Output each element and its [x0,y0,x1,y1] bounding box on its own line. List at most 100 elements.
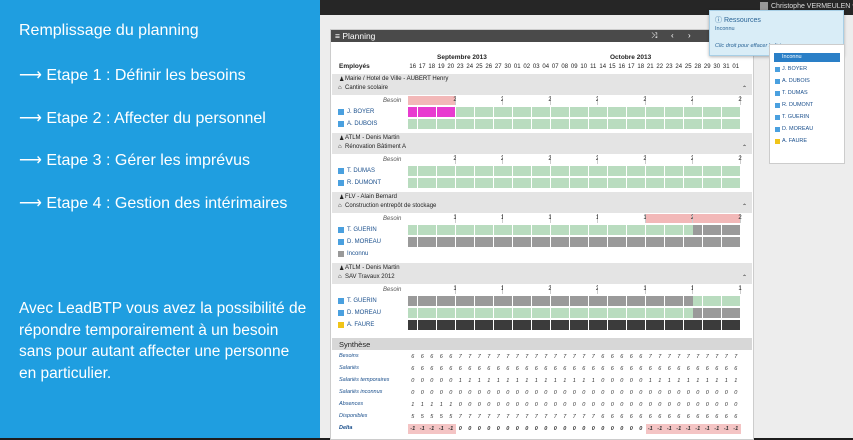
planning-cell[interactable] [446,320,456,330]
planning-cell[interactable] [560,237,570,247]
besoin-cell[interactable] [550,214,598,223]
planning-cell[interactable] [579,320,589,330]
planning-cell[interactable] [531,237,542,247]
planning-cell[interactable] [436,119,447,129]
employee-name[interactable]: T. GUERIN [347,227,377,233]
planning-cell[interactable] [683,296,694,306]
planning-cell[interactable] [617,320,627,330]
planning-cell[interactable] [598,119,608,129]
ressource-item[interactable]: A. DUBOIS [782,78,810,84]
besoin-cell[interactable] [455,155,503,164]
planning-cell[interactable] [731,166,741,176]
planning-cell[interactable] [455,320,466,330]
planning-cell[interactable] [446,308,456,318]
besoin-cell[interactable] [408,285,456,294]
planning-cell[interactable] [607,119,618,129]
planning-cell[interactable] [417,107,428,117]
planning-cell[interactable] [465,237,475,247]
planning-cell[interactable] [607,225,618,235]
besoin-cell[interactable] [693,214,741,223]
planning-cell[interactable] [617,119,627,129]
planning-cell[interactable] [645,107,656,117]
planning-cell[interactable] [702,178,713,188]
planning-cell[interactable] [522,296,532,306]
planning-cell[interactable] [693,308,703,318]
planning-cell[interactable] [522,166,532,176]
planning-cell[interactable] [731,308,741,318]
planning-cell[interactable] [683,107,694,117]
planning-cell[interactable] [626,308,637,318]
planning-cell[interactable] [484,237,494,247]
planning-cell[interactable] [550,119,561,129]
planning-cell[interactable] [664,107,675,117]
planning-cell[interactable] [702,308,713,318]
planning-cell[interactable] [731,107,741,117]
planning-cell[interactable] [664,166,675,176]
planning-cell[interactable] [541,308,551,318]
planning-cell[interactable] [607,296,618,306]
planning-cell[interactable] [474,237,485,247]
besoin-cell[interactable] [408,96,456,105]
planning-cell[interactable] [427,308,437,318]
planning-cell[interactable] [693,237,703,247]
besoin-cell[interactable] [550,155,598,164]
planning-cell[interactable] [408,237,418,247]
planning-cell[interactable] [493,119,504,129]
employee-name[interactable]: R. DUMONT [347,180,381,186]
planning-cell[interactable] [645,308,656,318]
planning-cell[interactable] [541,119,551,129]
planning-cell[interactable] [674,249,684,259]
planning-cell[interactable] [712,225,722,235]
planning-cell[interactable] [541,225,551,235]
planning-cell[interactable] [427,166,437,176]
planning-cell[interactable] [579,107,589,117]
planning-cell[interactable] [531,166,542,176]
planning-cell[interactable] [712,320,722,330]
planning-cell[interactable] [712,107,722,117]
planning-cell[interactable] [474,249,485,259]
planning-cell[interactable] [484,178,494,188]
planning-cell[interactable] [427,178,437,188]
planning-cell[interactable] [465,178,475,188]
planning-cell[interactable] [702,320,713,330]
employee-name[interactable]: Inconnu [347,251,369,257]
planning-cell[interactable] [569,320,580,330]
planning-cell[interactable] [579,178,589,188]
planning-cell[interactable] [702,296,713,306]
planning-cell[interactable] [408,225,418,235]
planning-cell[interactable] [503,178,513,188]
planning-cell[interactable] [465,225,475,235]
planning-cell[interactable] [721,178,732,188]
planning-cell[interactable] [550,178,561,188]
planning-cell[interactable] [417,225,428,235]
planning-cell[interactable] [693,225,703,235]
planning-cell[interactable] [712,296,722,306]
planning-cell[interactable] [617,225,627,235]
planning-cell[interactable] [693,249,703,259]
planning-cell[interactable] [683,249,694,259]
planning-cell[interactable] [598,296,608,306]
planning-cell[interactable] [721,296,732,306]
planning-cell[interactable] [474,320,485,330]
planning-cell[interactable] [531,308,542,318]
planning-cell[interactable] [436,237,447,247]
planning-cell[interactable] [436,225,447,235]
planning-cell[interactable] [512,166,523,176]
planning-cell[interactable] [417,320,428,330]
planning-cell[interactable] [683,320,694,330]
planning-cell[interactable] [531,107,542,117]
besoin-cell[interactable] [550,96,598,105]
planning-cell[interactable] [455,237,466,247]
planning-cell[interactable] [484,107,494,117]
planning-cell[interactable] [664,119,675,129]
planning-cell[interactable] [655,308,665,318]
planning-cell[interactable] [626,107,637,117]
planning-cell[interactable] [731,249,741,259]
planning-cell[interactable] [436,178,447,188]
planning-cell[interactable] [427,249,437,259]
planning-cell[interactable] [664,320,675,330]
besoin-cell[interactable] [455,214,503,223]
planning-cell[interactable] [484,119,494,129]
besoin-cell[interactable] [645,155,693,164]
planning-cell[interactable] [731,178,741,188]
